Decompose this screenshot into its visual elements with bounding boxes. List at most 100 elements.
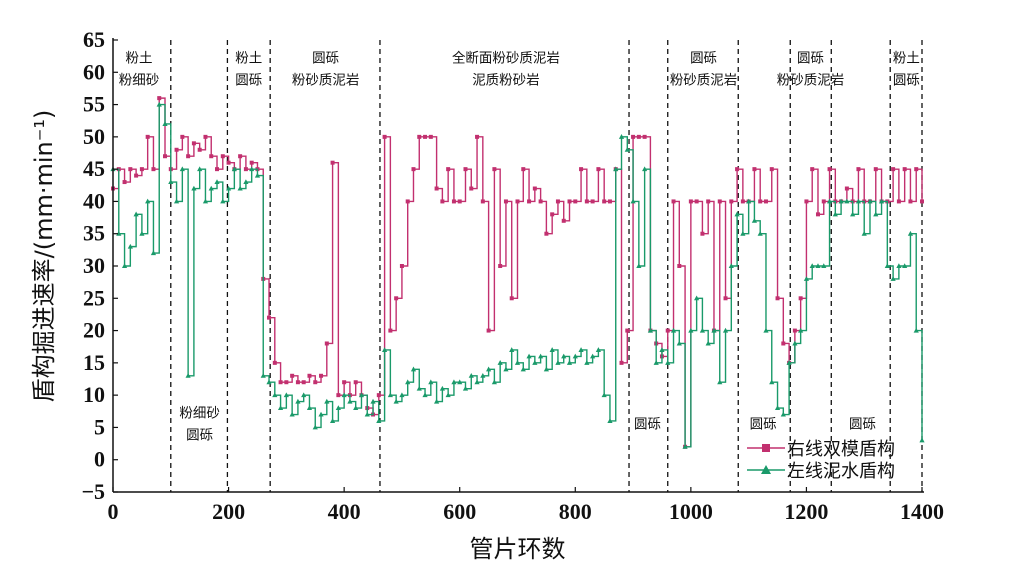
data-point bbox=[272, 392, 278, 398]
data-point bbox=[237, 185, 243, 191]
data-point bbox=[497, 360, 503, 365]
data-point bbox=[301, 392, 307, 398]
data-point bbox=[907, 230, 914, 236]
series-left-line bbox=[110, 101, 925, 449]
data-point bbox=[769, 167, 774, 172]
data-point bbox=[185, 372, 191, 378]
data-point bbox=[186, 154, 191, 159]
data-point bbox=[572, 353, 578, 359]
stratum-annotation: 圆砾 bbox=[186, 428, 213, 444]
data-point bbox=[122, 180, 127, 185]
data-point bbox=[700, 231, 705, 236]
data-point bbox=[810, 167, 815, 172]
data-point bbox=[850, 211, 856, 217]
data-point bbox=[618, 134, 625, 139]
data-point bbox=[781, 341, 786, 346]
data-point bbox=[197, 147, 202, 152]
y-tick-label: 25 bbox=[83, 285, 105, 310]
data-point bbox=[243, 179, 249, 185]
data-point bbox=[670, 327, 677, 333]
data-point bbox=[382, 134, 387, 139]
x-tick-label: 800 bbox=[559, 499, 592, 524]
data-point bbox=[376, 418, 382, 423]
y-axis-label: 盾构掘进速率/(mm·min⁻¹) bbox=[30, 110, 58, 403]
stratum-annotation: 粉土 bbox=[126, 51, 153, 67]
data-point bbox=[601, 392, 607, 398]
data-point bbox=[740, 230, 746, 236]
data-point bbox=[324, 341, 329, 346]
data-point bbox=[370, 398, 376, 404]
data-point bbox=[550, 212, 555, 217]
data-point bbox=[671, 199, 676, 204]
data-point bbox=[521, 167, 526, 172]
data-point bbox=[584, 360, 590, 365]
data-point bbox=[145, 134, 150, 139]
data-point bbox=[381, 347, 388, 352]
data-point bbox=[127, 243, 133, 249]
data-point bbox=[676, 340, 682, 346]
y-tick-label: 10 bbox=[83, 382, 105, 407]
data-point bbox=[208, 185, 214, 191]
data-point bbox=[665, 328, 670, 333]
x-tick-label: 0 bbox=[108, 499, 119, 524]
data-point bbox=[329, 418, 336, 423]
data-point bbox=[451, 199, 456, 204]
data-point bbox=[174, 147, 179, 152]
data-point bbox=[492, 167, 497, 172]
data-point bbox=[798, 327, 804, 333]
data-point bbox=[769, 379, 775, 385]
data-point bbox=[399, 392, 405, 398]
data-point bbox=[873, 211, 879, 217]
series-line bbox=[113, 97, 923, 448]
data-point bbox=[636, 263, 642, 268]
data-point bbox=[538, 199, 543, 204]
data-point bbox=[717, 199, 722, 204]
data-point bbox=[821, 263, 827, 268]
data-point bbox=[630, 198, 636, 204]
data-point bbox=[289, 411, 295, 417]
data-point bbox=[411, 167, 416, 172]
stratum-annotation: 粉土 bbox=[235, 51, 262, 67]
legend-label: 左线泥水盾构 bbox=[787, 461, 895, 482]
data-point bbox=[446, 167, 451, 172]
data-point bbox=[457, 379, 463, 385]
data-point bbox=[434, 186, 439, 191]
data-point bbox=[780, 411, 786, 417]
data-point bbox=[434, 398, 440, 404]
data-point bbox=[578, 347, 584, 352]
data-point bbox=[532, 360, 538, 365]
data-point bbox=[520, 366, 526, 372]
data-point bbox=[706, 199, 711, 204]
data-point bbox=[711, 327, 717, 333]
data-point bbox=[763, 327, 769, 333]
x-tick-label: 1400 bbox=[900, 499, 944, 524]
data-point bbox=[607, 199, 612, 204]
data-point bbox=[803, 276, 810, 281]
stratum-annotation: 粉砂质泥岩 bbox=[670, 73, 738, 89]
stratum-annotation: 圆砾 bbox=[849, 417, 876, 433]
data-point bbox=[751, 218, 758, 223]
data-point bbox=[394, 296, 399, 301]
data-point bbox=[619, 360, 624, 365]
y-tick-label: 60 bbox=[83, 59, 105, 84]
data-point bbox=[746, 198, 752, 204]
data-point bbox=[503, 199, 508, 204]
data-point bbox=[624, 146, 630, 152]
data-point bbox=[220, 154, 225, 159]
data-point bbox=[445, 392, 451, 398]
data-point bbox=[896, 199, 901, 204]
data-point bbox=[602, 199, 607, 204]
data-point bbox=[266, 379, 272, 385]
data-point bbox=[705, 340, 711, 346]
stratum-annotation: 圆砾 bbox=[634, 417, 661, 433]
data-point bbox=[405, 199, 410, 204]
data-point bbox=[878, 198, 885, 204]
stratum-annotation: 粉砂质泥岩 bbox=[777, 73, 845, 89]
legend-label: 右线双模盾构 bbox=[787, 439, 895, 460]
data-point bbox=[191, 141, 196, 146]
data-point bbox=[920, 199, 924, 204]
y-tick-label: 30 bbox=[83, 253, 105, 278]
data-point bbox=[191, 185, 197, 191]
data-point bbox=[914, 167, 919, 172]
data-point bbox=[202, 198, 209, 204]
